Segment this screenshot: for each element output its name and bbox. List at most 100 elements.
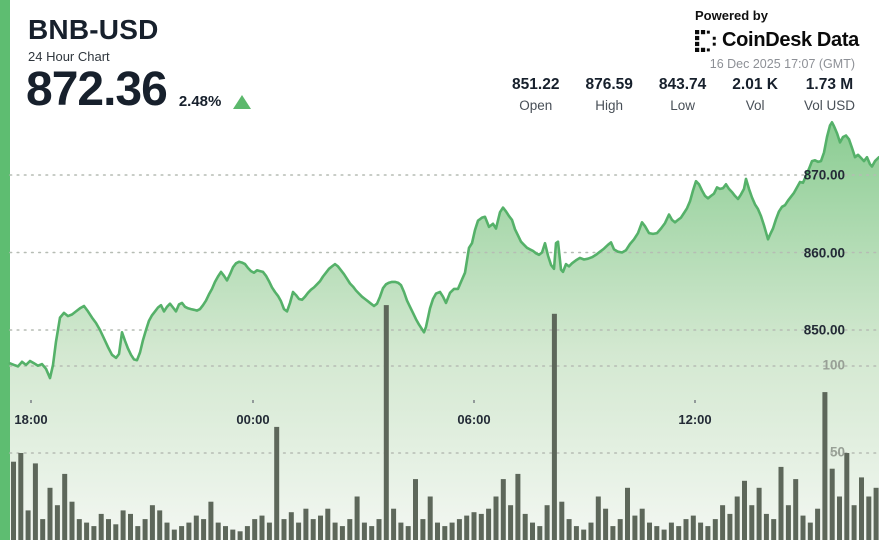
volume-bar — [727, 513, 733, 540]
volume-bar — [398, 522, 404, 540]
volume-bar — [837, 496, 842, 540]
volume-bar — [113, 524, 119, 540]
volume-bar — [40, 519, 46, 540]
volume-bar — [610, 526, 616, 540]
volume-bar — [478, 513, 484, 540]
stat-low: 843.74 Low — [659, 76, 706, 113]
stat-high-value: 876.59 — [585, 76, 633, 93]
volume-bar — [595, 496, 601, 540]
volume-bar — [581, 529, 587, 540]
stat-volume: 2.01 K Vol — [732, 76, 778, 113]
volume-bar — [84, 522, 90, 540]
volume-bar — [244, 526, 250, 540]
volume-bar — [383, 305, 389, 540]
volume-bar — [873, 487, 879, 540]
volume-bar — [720, 505, 726, 540]
volume-bar — [851, 505, 857, 540]
volume-bar — [18, 453, 24, 540]
header: BNB-USD 24 Hour Chart — [28, 14, 159, 64]
volume-bar — [149, 505, 155, 540]
stat-low-label: Low — [670, 98, 695, 113]
volume-bar — [179, 526, 185, 540]
volume-bar — [361, 522, 367, 540]
volume-bar — [668, 522, 674, 540]
volume-bar — [822, 392, 828, 540]
volume-bar — [456, 519, 462, 540]
volume-bar — [442, 526, 448, 540]
volume-bar — [537, 526, 543, 540]
stat-high-label: High — [595, 98, 624, 113]
volume-bar — [756, 487, 762, 540]
volume-bar — [259, 515, 265, 540]
volume-bar — [376, 519, 382, 540]
volume-bar — [829, 468, 835, 540]
volume-bar — [369, 526, 375, 540]
volume-bar — [171, 529, 177, 540]
volume-bar — [676, 526, 682, 540]
chart-subtitle: 24 Hour Chart — [28, 49, 110, 64]
volume-bar — [332, 522, 338, 540]
volume-bar — [391, 508, 397, 540]
volume-bar — [464, 515, 470, 540]
arrow-up-icon — [233, 95, 252, 109]
volume-bar — [683, 519, 689, 540]
volume-bar — [522, 513, 528, 540]
volume-bar — [274, 426, 280, 540]
coindesk-logo: CoinDesk Data — [695, 29, 859, 52]
volume-bar — [230, 529, 236, 540]
volume-bar — [25, 510, 31, 540]
volume-bars — [11, 305, 879, 540]
accent-strip — [0, 0, 10, 540]
stat-open-label: Open — [519, 98, 553, 113]
stat-open-value: 851.22 — [512, 76, 560, 93]
volume-bar — [763, 513, 769, 540]
volume-bar — [128, 513, 133, 540]
volume-bar — [807, 522, 813, 540]
volume-bar — [208, 501, 214, 540]
volume-bar — [449, 522, 455, 540]
volume-bar — [508, 505, 514, 540]
volume-bar — [500, 479, 506, 540]
volume-bar — [778, 466, 784, 540]
volume-bar — [62, 473, 68, 540]
volume-bar — [186, 522, 192, 540]
volume-bar — [303, 508, 309, 540]
volume-bar — [32, 463, 38, 540]
volume-bar — [435, 522, 440, 540]
volume-bar — [639, 508, 645, 540]
volume-bar — [661, 529, 667, 540]
volume-bar — [749, 505, 755, 540]
volume-bar — [785, 505, 791, 540]
stat-high: 876.59 High — [585, 76, 632, 113]
volume-bar — [420, 519, 426, 540]
price-line — [8, 121, 879, 380]
change-percent: 2.48% — [178, 93, 222, 110]
volume-bar — [215, 522, 221, 540]
volume-bar — [859, 477, 864, 540]
stat-volume-usd: 1.73 M Vol USD — [804, 76, 855, 113]
volume-bar — [573, 526, 579, 540]
volume-bar — [698, 522, 704, 540]
volume-bar — [734, 496, 740, 540]
volume-bar — [690, 515, 696, 540]
stat-open: 851.22 Open — [512, 76, 559, 113]
volume-bar — [793, 479, 799, 540]
volume-bar — [493, 496, 499, 540]
volume-bar — [544, 505, 550, 540]
volume-bar — [252, 519, 258, 540]
volume-bar — [559, 501, 565, 540]
volume-bar — [486, 508, 492, 540]
volume-bar — [339, 526, 345, 540]
volume-bar — [654, 526, 660, 540]
volume-bar — [347, 519, 353, 540]
volume-bar — [647, 522, 652, 540]
volume-bar — [76, 519, 82, 540]
volume-bar — [310, 519, 316, 540]
stat-volume-label: Vol — [745, 98, 765, 113]
price-row: 872.36 2.48% — [26, 66, 252, 114]
volume-bar — [844, 453, 850, 540]
stat-volume-usd-value: 1.73 M — [805, 76, 854, 93]
stat-low-value: 843.74 — [658, 76, 707, 93]
volume-bar — [164, 522, 170, 540]
